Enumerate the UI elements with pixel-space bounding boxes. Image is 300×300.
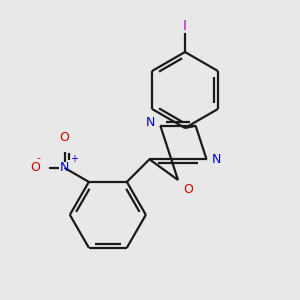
- Text: I: I: [183, 19, 187, 33]
- Text: N: N: [146, 116, 155, 129]
- Text: -: -: [37, 153, 41, 163]
- Text: N: N: [212, 153, 221, 166]
- Text: O: O: [31, 161, 40, 174]
- Text: O: O: [60, 131, 70, 144]
- Text: +: +: [70, 154, 78, 164]
- Text: O: O: [183, 183, 193, 196]
- Text: N: N: [60, 161, 69, 174]
